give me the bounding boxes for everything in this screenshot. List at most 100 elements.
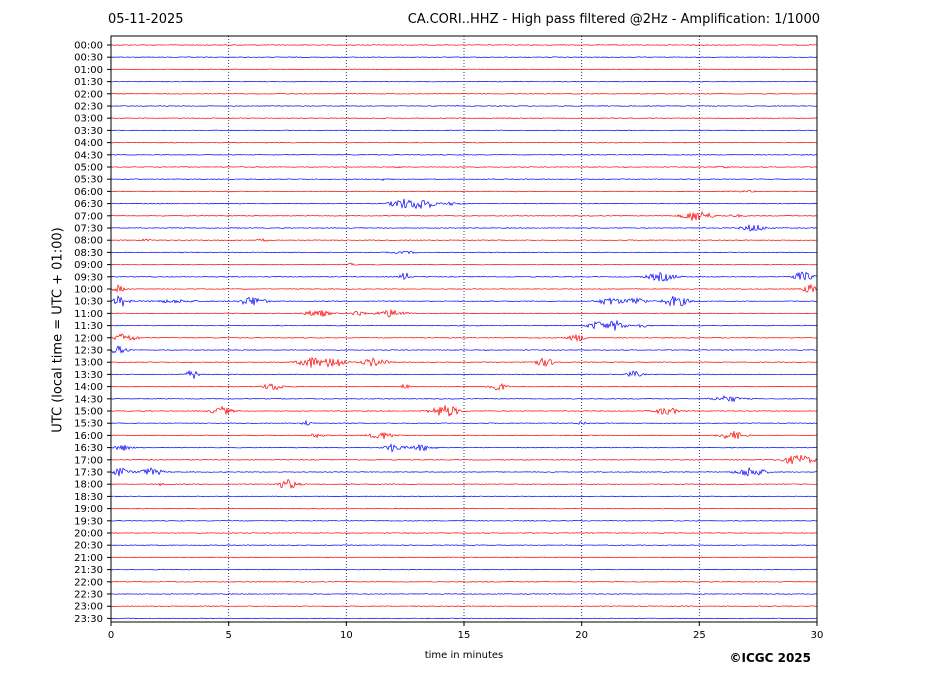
row-label: 18:30 <box>74 492 103 503</box>
trace-row <box>110 271 818 282</box>
trace-row <box>110 532 818 534</box>
row-label: 04:30 <box>74 150 103 161</box>
row-label: 14:30 <box>74 394 103 405</box>
trace-row <box>110 129 818 132</box>
row-label: 04:00 <box>74 138 103 149</box>
row-label: 12:00 <box>74 333 103 344</box>
row-label: 20:30 <box>74 541 103 552</box>
row-label: 03:00 <box>74 114 103 125</box>
trace-row <box>110 105 818 107</box>
trace-row <box>110 520 818 522</box>
row-label: 19:30 <box>74 516 103 527</box>
trace-row <box>110 189 818 193</box>
trace-row <box>110 369 818 379</box>
trace-row <box>110 581 818 583</box>
row-label: 01:00 <box>74 65 103 76</box>
trace-row <box>110 405 818 417</box>
row-label: 00:00 <box>74 41 103 52</box>
trace-row <box>110 442 818 453</box>
trace-row <box>110 154 818 156</box>
row-label: 18:00 <box>74 480 103 491</box>
trace-row <box>110 295 818 307</box>
trace-row <box>110 56 818 58</box>
chart-title: CA.CORI..HHZ - High pass filtered @2Hz -… <box>407 12 820 27</box>
row-label: 17:30 <box>74 468 103 479</box>
row-label: 00:30 <box>74 53 103 64</box>
trace-row <box>110 210 818 221</box>
x-tick-label: 5 <box>225 630 231 641</box>
row-label: 22:00 <box>74 577 103 588</box>
trace-row <box>110 382 818 391</box>
row-label: 16:00 <box>74 431 103 442</box>
row-label: 08:00 <box>74 236 103 247</box>
trace-row <box>110 178 818 182</box>
row-label: 13:30 <box>74 370 103 381</box>
trace-row <box>110 309 818 318</box>
row-label: 10:30 <box>74 297 103 308</box>
row-label: 13:00 <box>74 358 103 369</box>
row-label: 21:00 <box>74 553 103 564</box>
trace-row <box>110 93 818 95</box>
trace-row <box>110 478 818 490</box>
trace-row <box>110 250 818 255</box>
trace-row <box>110 333 818 342</box>
row-label: 11:00 <box>74 309 103 320</box>
trace-row <box>110 419 818 426</box>
trace-row <box>110 141 818 144</box>
row-label: 02:00 <box>74 89 103 100</box>
grid-layer <box>228 36 700 622</box>
trace-row <box>110 544 818 546</box>
row-label: 17:00 <box>74 455 103 466</box>
trace-row <box>110 593 818 595</box>
trace-row <box>110 283 818 294</box>
row-label: 22:30 <box>74 590 103 601</box>
trace-layer <box>110 44 818 620</box>
trace-row <box>110 356 818 368</box>
trace-row <box>110 319 818 331</box>
trace-row <box>110 556 818 559</box>
row-label: 07:00 <box>74 211 103 222</box>
plot-frame <box>110 35 818 623</box>
trace-row <box>110 495 818 498</box>
row-label: 11:30 <box>74 321 103 332</box>
row-label: 08:30 <box>74 248 103 259</box>
trace-row <box>110 430 818 440</box>
x-tick-label: 10 <box>340 630 353 641</box>
row-label: 12:30 <box>74 346 103 357</box>
trace-row <box>110 224 818 232</box>
trace-row <box>110 345 818 354</box>
x-axis-label: time in minutes <box>424 650 504 661</box>
row-label: 14:00 <box>74 382 103 393</box>
x-tick-label: 20 <box>575 630 588 641</box>
row-label: 07:30 <box>74 224 103 235</box>
trace-row <box>110 454 818 465</box>
row-label: 02:30 <box>74 102 103 113</box>
trace-row <box>110 507 818 510</box>
trace-row <box>110 80 818 83</box>
chart-date: 05-11-2025 <box>108 12 184 27</box>
row-label: 23:30 <box>74 614 103 625</box>
trace-row <box>110 467 818 477</box>
row-label: 03:30 <box>74 126 103 137</box>
trace-row <box>110 395 818 403</box>
row-label: 05:30 <box>74 175 103 186</box>
row-label: 15:30 <box>74 419 103 430</box>
trace-row <box>110 568 818 571</box>
copyright-label: ©ICGC 2025 <box>729 651 811 665</box>
row-label: 19:00 <box>74 504 103 515</box>
x-tick-label: 0 <box>108 630 114 641</box>
trace-row <box>110 262 818 266</box>
trace-row <box>110 44 818 46</box>
trace-row <box>110 117 818 119</box>
row-label: 10:00 <box>74 285 103 296</box>
row-label: 06:30 <box>74 199 103 210</box>
row-label: 09:30 <box>74 272 103 283</box>
row-label: 23:00 <box>74 602 103 613</box>
row-label: 21:30 <box>74 565 103 576</box>
trace-row <box>110 198 818 210</box>
trace-row <box>110 68 818 71</box>
trace-row <box>110 617 818 620</box>
row-label: 09:00 <box>74 260 103 271</box>
